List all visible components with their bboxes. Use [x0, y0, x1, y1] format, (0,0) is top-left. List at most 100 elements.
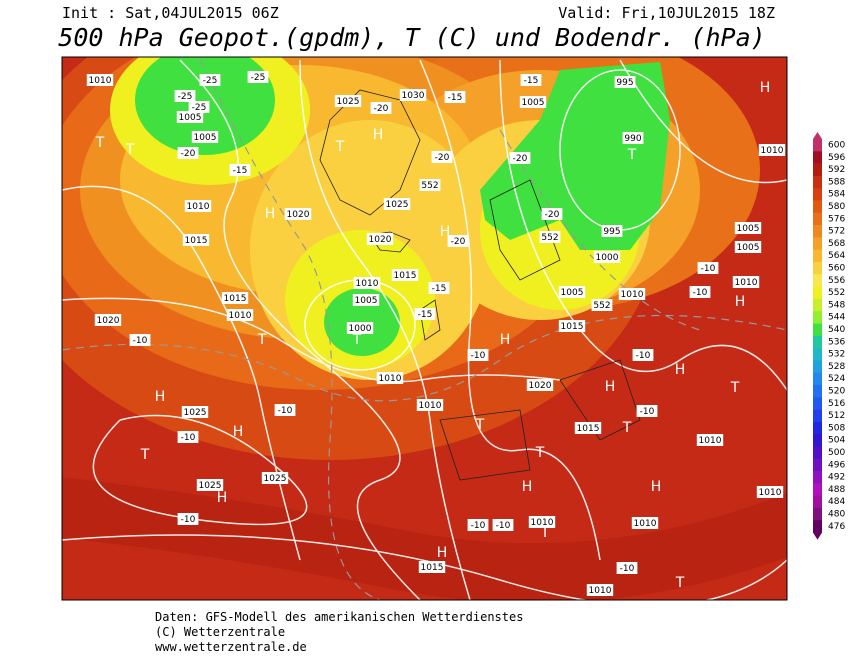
legend-swatch: [813, 495, 822, 509]
label-box: [416, 399, 444, 411]
label-box: [586, 584, 614, 596]
label-box: [353, 277, 381, 289]
valid-time: Valid: Fri,10JUL2015 18Z: [558, 4, 775, 22]
pressure-center: H: [217, 490, 228, 506]
label-box: [689, 286, 711, 298]
label-box: [226, 309, 254, 321]
label-box: [444, 91, 466, 103]
map-label: -15: [448, 93, 463, 103]
map-label: -10: [636, 351, 651, 361]
map-label: -15: [418, 310, 433, 320]
legend-label: 564: [828, 251, 845, 261]
legend-cap: [813, 132, 822, 139]
legend-label: 576: [828, 214, 845, 224]
map-label: 1025: [184, 408, 207, 418]
legend-label: 560: [828, 264, 845, 274]
init-time: Init : Sat,04JUL2015 06Z: [62, 4, 279, 22]
legend-cap: [813, 532, 822, 540]
legend-label: 592: [828, 165, 845, 175]
map-label: -10: [471, 521, 486, 531]
label-box: [261, 472, 289, 484]
legend-label: 568: [828, 239, 845, 249]
map-frame: [61, 56, 788, 601]
label-box: [174, 90, 196, 102]
map-label: -10: [496, 521, 511, 531]
legend-label: 580: [828, 202, 845, 212]
map-label: 1010: [634, 519, 657, 529]
legend-swatch: [813, 225, 822, 238]
map-label: 552: [541, 233, 558, 243]
legend-label: 520: [828, 387, 845, 397]
legend-label: 496: [828, 460, 845, 470]
label-box: [632, 349, 654, 361]
pressure-center: T: [475, 417, 485, 433]
legend-label: 516: [828, 399, 845, 409]
label-box: [129, 334, 151, 346]
legend-label: 540: [828, 325, 845, 335]
map-label: 1020: [529, 381, 552, 391]
map-label: 1020: [97, 316, 120, 326]
map-label: 1010: [356, 279, 379, 289]
label-box: [541, 208, 563, 220]
map-label: -15: [524, 76, 539, 86]
legend-label: 596: [828, 153, 845, 163]
legend-label: 484: [828, 497, 845, 507]
label-box: [696, 434, 724, 446]
pressure-center: T: [535, 445, 545, 461]
map-label: 1010: [761, 146, 784, 156]
map-label: -10: [181, 433, 196, 443]
label-box: [758, 144, 786, 156]
map-label: -25: [192, 103, 207, 113]
legend-swatch: [813, 397, 822, 410]
label-box: [558, 286, 586, 298]
legend-label: 572: [828, 227, 845, 237]
legend-swatch: [813, 139, 822, 152]
pressure-center: H: [233, 424, 244, 440]
legend-swatch: [813, 434, 822, 447]
map-label: 1025: [264, 474, 287, 484]
map-label: 1005: [737, 224, 760, 234]
label-box: [334, 95, 362, 107]
label-box: [636, 405, 658, 417]
pressure-center: T: [140, 447, 150, 463]
label-box: [734, 241, 762, 253]
map-label: -10: [701, 264, 716, 274]
legend-label: 544: [828, 313, 845, 323]
label-box: [732, 276, 760, 288]
label-box: [447, 235, 469, 247]
map-label: 1010: [531, 518, 554, 528]
map-label: -25: [178, 92, 193, 102]
map-label: -20: [435, 153, 450, 163]
label-box: [756, 486, 784, 498]
label-box: [467, 519, 489, 531]
map-label: 1005: [561, 288, 584, 298]
legend-label: 532: [828, 350, 845, 360]
map-label: 1025: [199, 481, 222, 491]
map-label: 1010: [187, 202, 210, 212]
label-box: [366, 233, 394, 245]
legend-label: 528: [828, 362, 845, 372]
legend-swatch: [813, 323, 822, 337]
pressure-center: T: [335, 139, 345, 155]
pressure-center: H: [651, 479, 662, 495]
label-box: [370, 102, 392, 114]
isobars: [62, 59, 787, 600]
map-label: 1000: [349, 324, 372, 334]
legend-label: 476: [828, 522, 845, 532]
legend-swatch: [813, 409, 822, 423]
label-box: [509, 152, 531, 164]
map-label: -10: [278, 406, 293, 416]
map-label: -20: [545, 210, 560, 220]
label-box: [196, 479, 224, 491]
legend-swatch: [813, 163, 822, 177]
label-box: [177, 147, 199, 159]
map-label: 1015: [224, 294, 247, 304]
label-box: [467, 349, 489, 361]
label-box: [418, 561, 446, 573]
pressure-center: T: [627, 147, 637, 163]
legend-swatch: [813, 385, 822, 398]
pressure-center: H: [437, 545, 448, 561]
label-box: [199, 74, 221, 86]
